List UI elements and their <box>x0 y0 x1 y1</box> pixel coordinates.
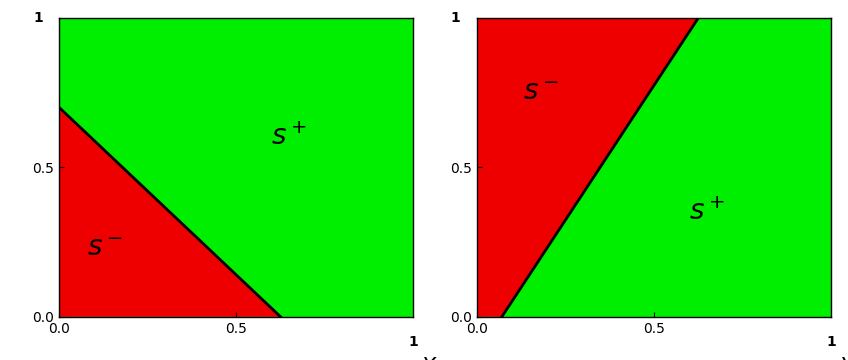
Text: $s^+$: $s^+$ <box>271 123 308 152</box>
Text: $\boldsymbol{X_1}$: $\boldsymbol{X_1}$ <box>421 356 447 360</box>
Text: $s^-$: $s^-$ <box>523 79 559 106</box>
Text: $\boldsymbol{X_1}$: $\boldsymbol{X_1}$ <box>838 356 848 360</box>
Text: $s^+$: $s^+$ <box>689 198 725 226</box>
Polygon shape <box>59 108 281 317</box>
Text: $\mathbf{1}$: $\mathbf{1}$ <box>408 335 419 349</box>
Polygon shape <box>477 18 698 317</box>
Text: $\mathbf{1}$: $\mathbf{1}$ <box>826 335 836 349</box>
Text: $\mathbf{1}$: $\mathbf{1}$ <box>33 11 43 25</box>
Text: $s^-$: $s^-$ <box>87 235 123 262</box>
Text: $\mathbf{1}$: $\mathbf{1}$ <box>450 11 461 25</box>
